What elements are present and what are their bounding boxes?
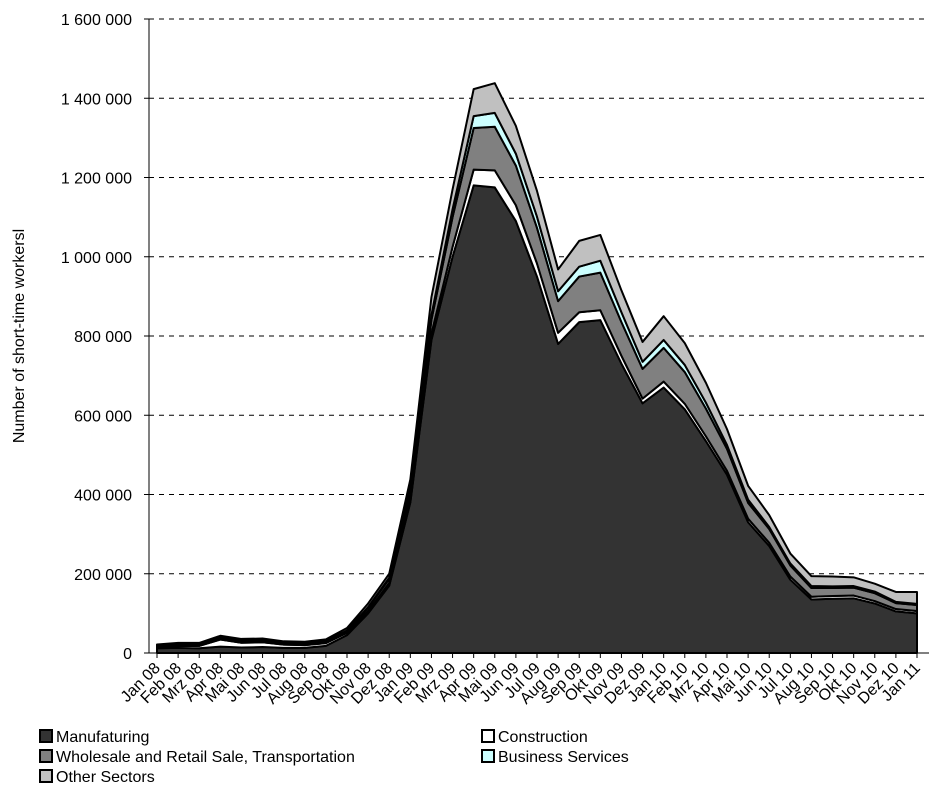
y-tick-labels: 0 200 000 400 000 600 000 800 000 1 000 000 1 …	[61, 12, 149, 663]
y-axis-title: Number of short-time workersl	[11, 229, 28, 443]
legend-label: Wholesale and Retail Sale, Transportatio…	[56, 749, 355, 766]
legend: Manufaturing Construction Wholesale and Re…	[39, 729, 629, 786]
area-other-sectors	[156, 82, 918, 647]
y-tick-label: 800 000	[74, 329, 132, 346]
legend-swatch	[39, 749, 53, 763]
legend-swatch	[481, 729, 495, 743]
legend-label: Construction	[498, 729, 588, 746]
y-tick-label: 1 600 000	[61, 12, 132, 29]
y-tick-label: 1 000 000	[61, 250, 132, 267]
legend-swatch	[39, 769, 53, 783]
legend-label: Other Sectors	[56, 769, 155, 786]
y-tick-label: 1 400 000	[61, 91, 132, 108]
y-tick-label: 200 000	[74, 567, 132, 584]
stacked-areas	[156, 82, 918, 654]
legend-label: Manufaturing	[56, 729, 149, 746]
y-tick-label: 1 200 000	[61, 171, 132, 188]
legend-swatch	[481, 749, 495, 763]
y-tick-label: 0	[123, 646, 132, 663]
y-tick-label: 600 000	[74, 408, 132, 425]
y-tick-label: 400 000	[74, 488, 132, 505]
legend-swatch	[39, 729, 53, 743]
legend-label: Business Services	[498, 749, 629, 766]
